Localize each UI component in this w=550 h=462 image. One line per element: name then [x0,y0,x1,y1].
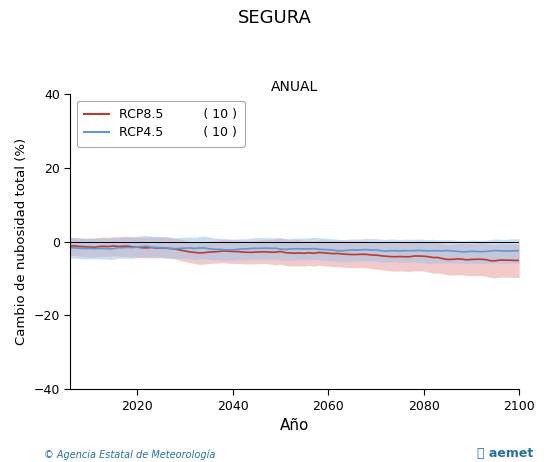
Legend: RCP8.5          ( 10 ), RCP4.5          ( 10 ): RCP8.5 ( 10 ), RCP4.5 ( 10 ) [76,101,245,146]
Y-axis label: Cambio de nubosidad total (%): Cambio de nubosidad total (%) [15,138,28,345]
Text: SEGURA: SEGURA [238,9,312,27]
Title: ANUAL: ANUAL [271,80,318,94]
X-axis label: Año: Año [280,418,310,433]
Text: © Agencia Estatal de Meteorología: © Agencia Estatal de Meteorología [44,449,216,460]
Text: ⒮ aemet: ⒮ aemet [477,447,534,460]
